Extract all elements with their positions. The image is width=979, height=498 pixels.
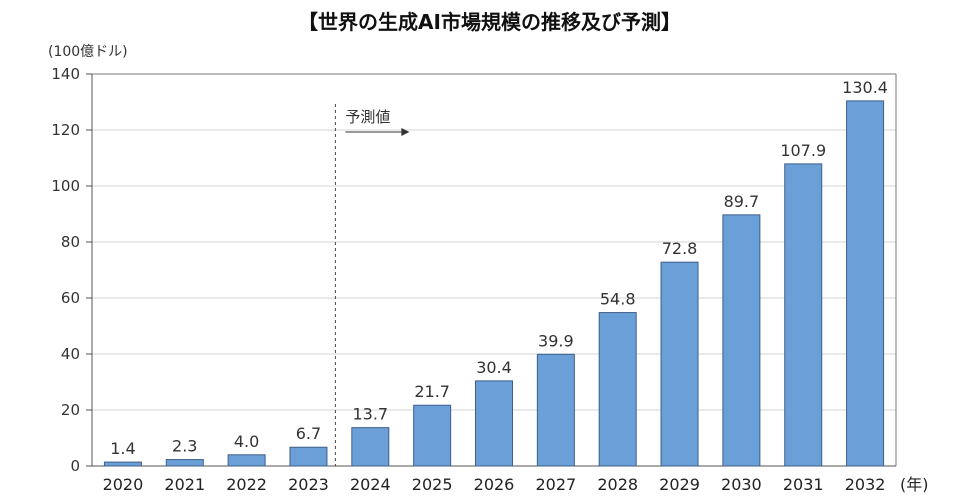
x-tick-label-2029: 2029: [659, 475, 700, 494]
x-tick-label-2026: 2026: [474, 475, 515, 494]
y-tick-label: 140: [51, 65, 80, 83]
x-tick-label-2027: 2027: [535, 475, 576, 494]
y-tick-label: 0: [70, 457, 80, 475]
bar-2029: [660, 261, 699, 467]
bar-2027: [536, 353, 575, 467]
bar-2025: [413, 404, 452, 467]
forecast-label: 予測値: [345, 108, 390, 126]
bar-2026: [475, 380, 513, 467]
data-labels: 1.4 2.3 4.0 6.7 13.7 21.7 30.4 39.9 54.8 72.8 89.7…: [110, 78, 888, 458]
data-label-2027: 39.9: [538, 331, 574, 350]
x-axis-unit-label: (年): [900, 475, 929, 494]
bar-2031: [784, 163, 823, 467]
data-label-2023: 6.7: [296, 424, 321, 443]
y-tick-label: 60: [61, 289, 80, 307]
x-tick-label-2023: 2023: [288, 475, 329, 494]
data-label-2022: 4.0: [234, 432, 259, 451]
bars: [103, 100, 885, 467]
bar-2022: [227, 454, 266, 467]
x-tick-label-2021: 2021: [164, 475, 205, 494]
x-tick-label-2032: 2032: [845, 475, 886, 494]
chart-title: 【世界の生成AI市場規模の推移及び予測】: [298, 10, 681, 34]
data-label-2032: 130.4: [842, 78, 888, 97]
y-tick-label: 100: [51, 177, 80, 195]
bar-2023: [289, 446, 328, 467]
y-tick-label: 120: [51, 121, 80, 139]
x-tick-label-2025: 2025: [412, 475, 453, 494]
x-tick-label-2030: 2030: [721, 475, 762, 494]
bar-2024: [351, 427, 390, 467]
bar-2032: [846, 100, 885, 467]
y-tick-label: 20: [61, 401, 80, 419]
bar-2020: [103, 461, 142, 467]
y-tick-label: 40: [61, 345, 80, 363]
forecast-annotation: 予測値: [334, 104, 410, 466]
bar-2028: [598, 312, 637, 467]
x-tick-label-2020: 2020: [103, 475, 144, 494]
bar-2021: [165, 459, 204, 467]
data-label-2025: 21.7: [414, 382, 450, 401]
data-label-2031: 107.9: [780, 141, 826, 160]
forecast-arrow-head: [401, 128, 410, 136]
data-label-2030: 89.7: [724, 192, 760, 211]
bar-2030: [722, 214, 761, 467]
y-tick-labels: 0 20 40 60 80 100 120 140: [51, 65, 80, 475]
x-tick-label-2028: 2028: [597, 475, 638, 494]
y-axis-unit-label: (100億ドル): [48, 44, 128, 60]
y-tick-label: 80: [61, 233, 80, 251]
data-label-2029: 72.8: [662, 239, 698, 258]
data-label-2024: 13.7: [352, 405, 388, 424]
x-tick-label-2022: 2022: [226, 475, 267, 494]
x-tick-label-2024: 2024: [350, 475, 391, 494]
data-label-2028: 54.8: [600, 290, 636, 309]
x-tick-labels: 2020 2021 2022 2023 2024 2025 2026 2027 2028 2029…: [103, 475, 886, 494]
data-label-2020: 1.4: [110, 439, 135, 458]
data-label-2026: 30.4: [476, 358, 512, 377]
data-label-2021: 2.3: [172, 437, 197, 456]
x-tick-label-2031: 2031: [783, 475, 824, 494]
